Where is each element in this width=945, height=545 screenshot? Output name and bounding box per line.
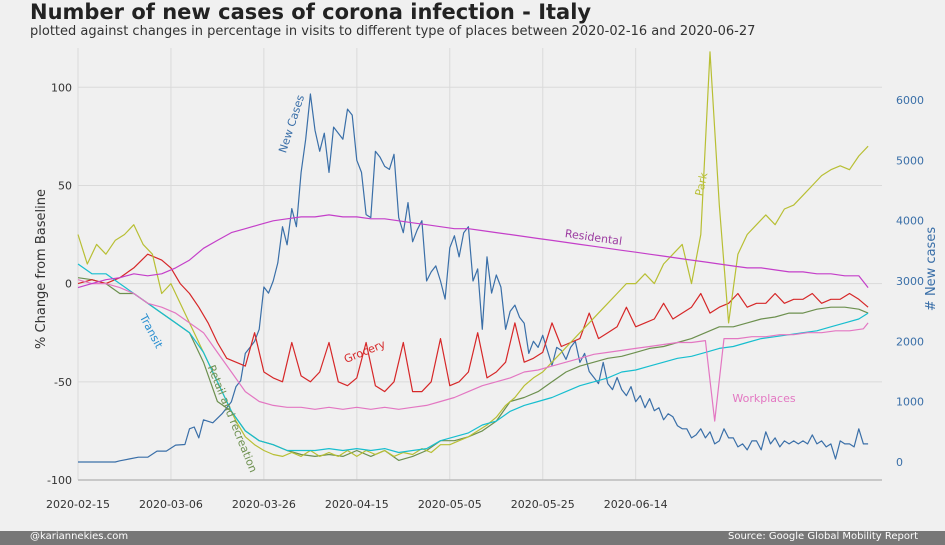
footer-bar: @kariannekies.com Source: Google Global … bbox=[0, 531, 945, 545]
annotation-park: Park bbox=[693, 171, 711, 198]
y-tick-label: 0 bbox=[65, 278, 72, 291]
series-line-transit bbox=[77, 263, 869, 454]
y-axis-title: % Change from Baseline bbox=[34, 189, 49, 349]
x-tick-label: 2020-05-25 bbox=[511, 498, 575, 511]
chart-subtitle: plotted against changes in percentage in… bbox=[30, 24, 756, 39]
y2-tick-label: 2000 bbox=[896, 335, 924, 348]
series-line-grocery bbox=[77, 253, 869, 393]
y2-tick-label: 4000 bbox=[896, 215, 924, 228]
y2-tick-label: 5000 bbox=[896, 154, 924, 167]
series-line-residential bbox=[77, 214, 869, 289]
x-tick-label: 2020-03-06 bbox=[139, 498, 203, 511]
chart-canvas: -100-50050100010002000300040005000600020… bbox=[34, 48, 939, 511]
y-tick-label: 100 bbox=[51, 81, 72, 94]
annotation-grocery: Grocery bbox=[342, 337, 388, 365]
axes: -100-50050100010002000300040005000600020… bbox=[34, 81, 939, 511]
y2-tick-label: 0 bbox=[896, 456, 903, 469]
series-line-workplaces bbox=[77, 279, 869, 422]
footer-source: Source: Google Global Mobility Report bbox=[727, 531, 918, 542]
x-tick-label: 2020-05-05 bbox=[418, 498, 482, 511]
series-line-retail-and-recreation bbox=[77, 277, 869, 461]
series-lines bbox=[77, 51, 869, 463]
y-tick-label: -50 bbox=[54, 376, 72, 389]
chart-title: Number of new cases of corona infection … bbox=[30, 0, 592, 24]
y2-tick-label: 6000 bbox=[896, 94, 924, 107]
annotation-retail: Retail and recreation bbox=[205, 363, 260, 474]
y2-tick-label: 1000 bbox=[896, 396, 924, 409]
x-tick-label: 2020-06-14 bbox=[604, 498, 668, 511]
annotation-workplaces: Workplaces bbox=[732, 392, 795, 405]
y2-axis-title: # New cases bbox=[924, 227, 939, 311]
grid-lines bbox=[77, 48, 882, 481]
y-tick-label: 50 bbox=[58, 179, 72, 192]
footer-credit: @kariannekies.com bbox=[30, 531, 129, 542]
y2-tick-label: 3000 bbox=[896, 275, 924, 288]
series-line-new-cases bbox=[78, 93, 869, 463]
x-tick-label: 2020-02-15 bbox=[46, 498, 110, 511]
annotation-transit: Transit bbox=[136, 311, 165, 351]
annotation-new-cases: New Cases bbox=[276, 93, 307, 154]
x-tick-label: 2020-03-26 bbox=[232, 498, 296, 511]
x-tick-label: 2020-04-15 bbox=[325, 498, 389, 511]
y-tick-label: -100 bbox=[47, 474, 72, 487]
annotation-residential: Residental bbox=[564, 227, 623, 248]
